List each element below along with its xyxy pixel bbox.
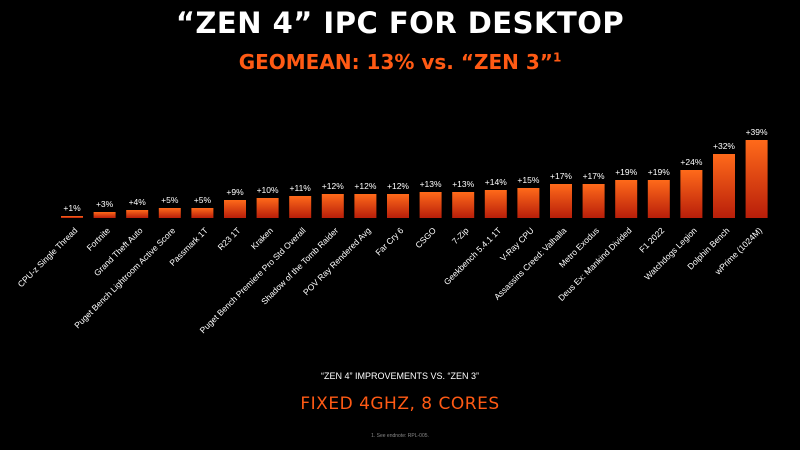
bar-value-label: +39% — [746, 127, 768, 137]
category-label: F1 2022 — [637, 225, 666, 254]
category-label: 7-Zip — [450, 225, 471, 246]
bar — [647, 180, 670, 218]
footer-caption: “ZEN 4” IMPROVEMENTS VS. “ZEN 3” — [320, 371, 479, 381]
bar-value-label: +14% — [485, 177, 507, 187]
footer-headline: FIXED 4GHZ, 8 CORES — [300, 394, 500, 414]
bar-value-label: +12% — [354, 181, 376, 191]
bar — [745, 140, 768, 218]
bar-value-label: +24% — [680, 157, 702, 167]
bar — [158, 208, 181, 218]
bar-value-label: +12% — [322, 181, 344, 191]
value-labels-group: +1% +3% +4% +5% +5% +9% +10% +11% +12% +12% +12% +1… — [63, 127, 768, 213]
category-label: CSGO — [413, 225, 438, 250]
category-label: POV Ray Rendered Avg — [301, 225, 373, 297]
bar — [550, 184, 572, 218]
bar-value-label: +5% — [194, 195, 212, 205]
page-subtitle: GEOMEAN: 13% vs. “ZEN 3”1 — [0, 50, 800, 74]
bar-value-label: +3% — [96, 199, 114, 209]
bar-value-label: +15% — [517, 175, 539, 185]
bar — [452, 192, 475, 218]
bar — [256, 198, 279, 218]
bars-group — [61, 140, 768, 218]
bar-value-label: +9% — [226, 187, 244, 197]
bar — [61, 216, 83, 218]
category-label: Geekbench 5.4.1 1T — [442, 225, 504, 287]
bar — [484, 190, 507, 218]
bar — [321, 194, 344, 218]
bar — [289, 196, 312, 218]
category-label: Fortnite — [85, 225, 113, 253]
bar — [191, 208, 214, 218]
bar-value-label: +10% — [257, 185, 279, 195]
bar — [419, 192, 442, 218]
bar-value-label: +19% — [648, 167, 670, 177]
bar — [680, 170, 703, 218]
bar-value-label: +13% — [420, 179, 442, 189]
page-title: “ZEN 4” IPC FOR DESKTOP — [175, 6, 625, 40]
bar — [615, 180, 638, 218]
bar — [582, 184, 605, 218]
bar — [517, 188, 540, 218]
bar — [224, 200, 246, 218]
bar-value-label: +12% — [387, 181, 409, 191]
bar — [387, 194, 409, 218]
category-label: Far Cry 6 — [373, 225, 405, 257]
bar — [713, 154, 735, 218]
bar — [354, 194, 377, 218]
category-label: R23 1T — [216, 225, 243, 252]
bar-value-label: +5% — [161, 195, 179, 205]
bar-value-label: +13% — [452, 179, 474, 189]
bar-chart: +1% +3% +4% +5% +5% +9% +10% +11% +12% +12% +12% +1… — [16, 127, 768, 335]
bar-value-label: +1% — [63, 203, 81, 213]
bar — [126, 210, 149, 218]
bar-value-label: +17% — [583, 171, 605, 181]
endnote: 1. See endnote: RPL-005. — [371, 433, 429, 439]
bar-value-label: +11% — [290, 183, 312, 193]
subtitle-footnote-marker: 1 — [552, 50, 562, 65]
subtitle-text: GEOMEAN: 13% vs. “ZEN 3” — [238, 50, 553, 74]
bar-value-label: +19% — [615, 167, 637, 177]
bar-value-label: +32% — [713, 141, 735, 151]
category-label: CPU-z Single Thread — [16, 225, 80, 289]
category-label: Kraken — [249, 225, 275, 251]
bar — [93, 212, 116, 218]
bar-value-label: +4% — [129, 197, 147, 207]
bar-value-label: +17% — [550, 171, 572, 181]
